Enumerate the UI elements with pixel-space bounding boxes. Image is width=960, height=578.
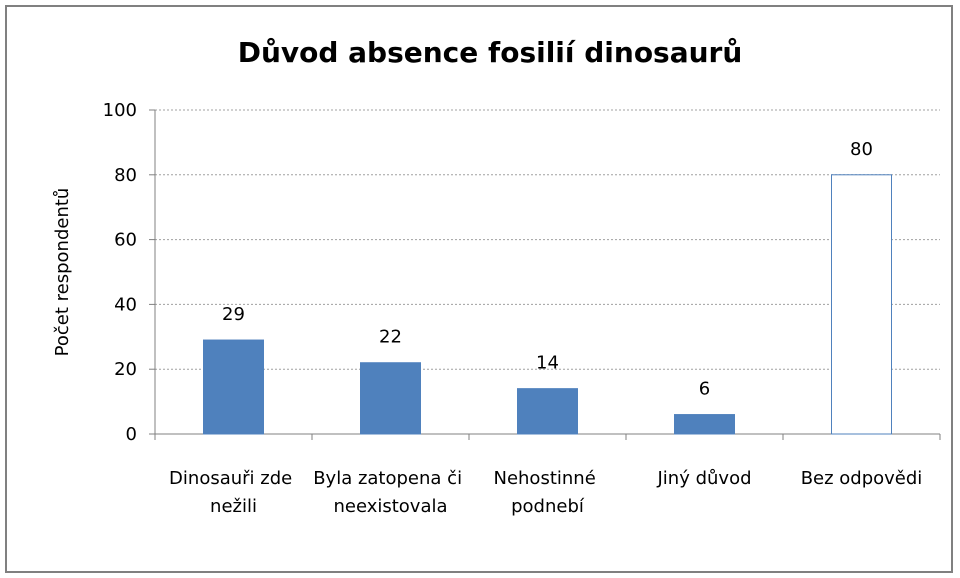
bar <box>517 388 578 435</box>
x-tick-label: Byla zatopena či neexistovala <box>313 468 468 517</box>
x-tick-label: Dinosauři zde nežili <box>169 468 298 517</box>
value-label: 29 <box>222 304 245 325</box>
bar <box>203 339 264 435</box>
value-label: 80 <box>850 139 873 160</box>
chart-frame <box>5 5 953 573</box>
value-label: 14 <box>536 353 559 374</box>
y-tick-label: 60 <box>114 230 137 251</box>
y-axis-label: Počet respondentů <box>52 188 73 357</box>
bar <box>831 174 892 435</box>
bar <box>674 414 735 435</box>
y-tick-label: 80 <box>114 165 137 186</box>
bar <box>360 362 421 435</box>
chart-title: Důvod absence fosilií dinosaurů <box>238 36 743 69</box>
value-label: 22 <box>379 327 402 348</box>
y-tick-label: 40 <box>114 294 137 315</box>
y-tick-label: 20 <box>114 359 137 380</box>
x-tick-label: Bez odpovědi <box>801 468 923 489</box>
y-tick-label: 100 <box>103 100 137 121</box>
y-tick-label: 0 <box>126 424 137 445</box>
x-tick-label: Jiný důvod <box>656 468 751 489</box>
value-label: 6 <box>699 379 710 400</box>
x-tick-label: Nehostinné podnebí <box>493 468 601 517</box>
